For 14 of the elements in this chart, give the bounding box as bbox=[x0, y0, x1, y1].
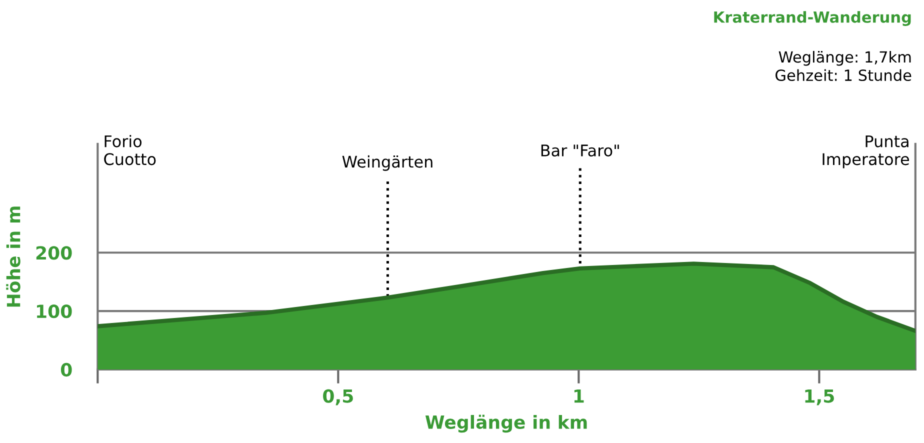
chart-title: Kraterrand-Wanderung bbox=[714, 11, 911, 26]
annotation: Punta Imperatore bbox=[822, 135, 909, 168]
x-tick-label: 0,5 bbox=[323, 389, 353, 406]
ref-line-label: Weingärten bbox=[342, 155, 432, 171]
ref-line-label: Bar "Faro" bbox=[541, 144, 619, 156]
x-tick-label: 1,5 bbox=[805, 389, 834, 406]
y-axis-title: Höhe in m bbox=[6, 206, 20, 307]
x-tick-label: 1 bbox=[574, 389, 584, 403]
y-tick-label: 100 bbox=[37, 304, 72, 318]
annotation: Forio Cuotto bbox=[104, 134, 156, 166]
x-axis-title: Weglänge in km bbox=[425, 414, 587, 433]
chart-subtitle: Weglänge: 1,7km Gehzeit: 1 Stunde bbox=[776, 50, 912, 82]
y-tick-label: 200 bbox=[36, 246, 72, 260]
y-tick-label: 0 bbox=[60, 362, 72, 377]
